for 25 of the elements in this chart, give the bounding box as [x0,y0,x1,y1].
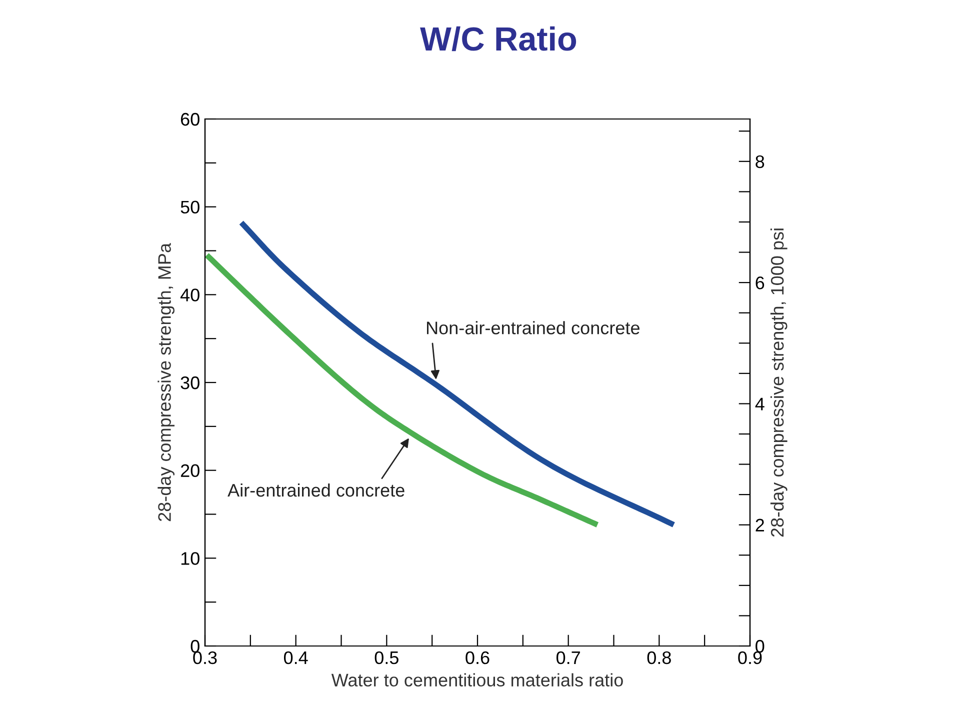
x-tick-label: 0.6 [466,651,490,664]
y2-tick-label: 4 [755,398,764,410]
y-tick-label: 20 [180,464,200,478]
y2-tick-label: 0 [756,640,764,653]
x-tick-label: 0.7 [556,651,580,664]
y-tick-label: 40 [180,288,200,302]
chart-title: W/C Ratio [420,26,576,52]
y2-axis-title: 28-day compressive strength, 1000 psi [770,228,788,537]
y-tick-label: 0 [190,640,200,653]
x-tick-label: 0.4 [284,651,308,664]
y2-tick-label: 2 [756,518,764,532]
text: Non-air-entrained concrete [426,321,640,334]
x-tick-label: 0.8 [647,651,671,664]
text: Air-entrained concrete [228,483,404,497]
x-tick-label: 0.5 [374,651,398,664]
y2-tick-label: 8 [756,155,764,168]
y-tick-label: 10 [181,552,200,565]
y2-tick-label: 6 [756,276,764,290]
y-axis-title: 28-day compressive strength, MPa [158,243,174,522]
x-axis-title: Water to cementitious materials ratio [331,673,623,687]
y-tick-label: 50 [180,200,200,214]
x-tick-label: 0.3 [193,651,217,664]
y-tick-label: 30 [180,376,200,390]
y-tick-label: 60 [180,112,200,126]
x-tick-label: 0.9 [738,651,762,664]
